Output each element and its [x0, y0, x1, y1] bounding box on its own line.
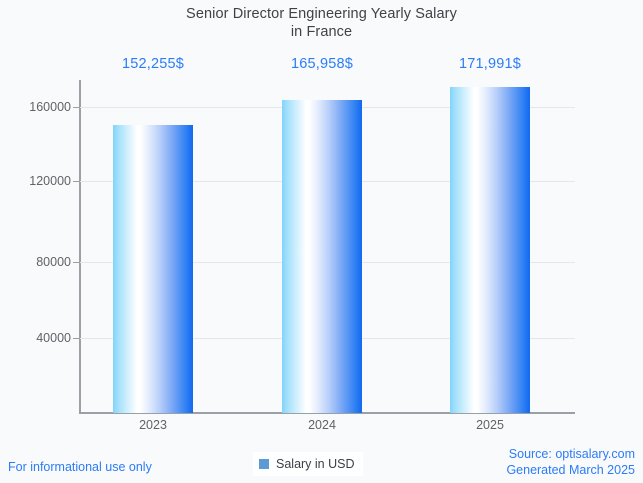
- y-tick-mark-80000: [73, 262, 79, 263]
- y-tick-label-120000: 120000: [29, 174, 71, 188]
- plot-area: [80, 80, 575, 413]
- legend-label: Salary in USD: [276, 457, 355, 471]
- footer-source-block: Source: optisalary.com Generated March 2…: [506, 446, 635, 478]
- value-label-2023: 152,255$: [121, 56, 185, 72]
- footer-disclaimer: For informational use only: [8, 460, 152, 474]
- y-axis-line: [79, 80, 81, 413]
- bar-2023[interactable]: [113, 125, 193, 413]
- y-tick-label-160000: 160000: [29, 100, 71, 114]
- chart-title-line-1: Senior Director Engineering Yearly Salar…: [186, 6, 457, 22]
- y-axis-labels: 160000 120000 80000 40000: [0, 0, 71, 483]
- y-tick-mark-160000: [73, 107, 79, 108]
- bar-2025[interactable]: [450, 87, 530, 413]
- footer-generated-text: Generated March 2025: [506, 463, 635, 477]
- legend-swatch-icon: [259, 459, 269, 469]
- x-tick-label-2023: 2023: [139, 418, 167, 432]
- chart-title-line-2: in France: [290, 24, 353, 40]
- x-tick-label-2024: 2024: [308, 418, 336, 432]
- value-label-2025: 171,991$: [458, 56, 522, 72]
- value-label-2024: 165,958$: [290, 56, 354, 72]
- footer-source-text: Source: optisalary.com: [508, 447, 635, 461]
- chart-title: Senior Director Engineering Yearly Salar…: [0, 5, 643, 41]
- chart-legend[interactable]: Salary in USD: [253, 452, 363, 476]
- bar-2024[interactable]: [282, 100, 362, 413]
- y-tick-label-40000: 40000: [36, 331, 71, 345]
- y-tick-mark-40000: [73, 338, 79, 339]
- x-tick-label-2025: 2025: [476, 418, 504, 432]
- y-tick-label-80000: 80000: [36, 255, 71, 269]
- y-tick-mark-120000: [73, 181, 79, 182]
